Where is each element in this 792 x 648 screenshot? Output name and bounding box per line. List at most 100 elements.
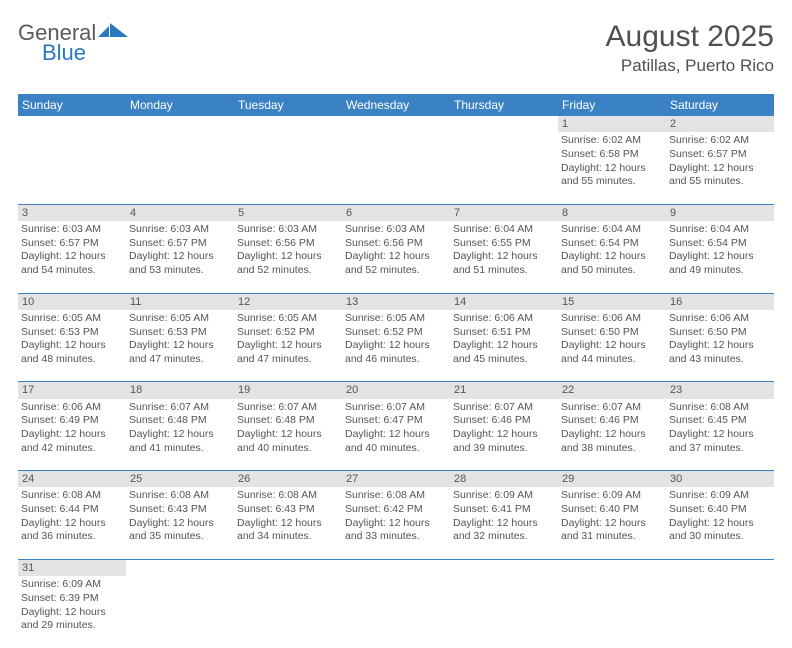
- day-cell: Sunrise: 6:03 AMSunset: 6:56 PMDaylight:…: [342, 221, 450, 293]
- day-cell: Sunrise: 6:04 AMSunset: 6:54 PMDaylight:…: [666, 221, 774, 293]
- content-row: Sunrise: 6:02 AMSunset: 6:58 PMDaylight:…: [18, 132, 774, 204]
- day-number-cell: 11: [126, 293, 234, 310]
- day-number-cell: 24: [18, 471, 126, 488]
- daynum-row: 12: [18, 116, 774, 132]
- location: Patillas, Puerto Rico: [606, 56, 774, 76]
- day-number-cell: 19: [234, 382, 342, 399]
- day-cell: [342, 576, 450, 648]
- day-cell: Sunrise: 6:06 AMSunset: 6:50 PMDaylight:…: [666, 310, 774, 382]
- day-cell: [234, 132, 342, 204]
- day-cell: Sunrise: 6:03 AMSunset: 6:57 PMDaylight:…: [18, 221, 126, 293]
- day-number-cell: [450, 116, 558, 132]
- daynum-row: 3456789: [18, 204, 774, 221]
- day-number-cell: 28: [450, 471, 558, 488]
- day-number-cell: 21: [450, 382, 558, 399]
- day-header: Monday: [126, 94, 234, 116]
- day-cell: Sunrise: 6:04 AMSunset: 6:54 PMDaylight:…: [558, 221, 666, 293]
- day-number-cell: [126, 116, 234, 132]
- day-cell: Sunrise: 6:09 AMSunset: 6:41 PMDaylight:…: [450, 487, 558, 559]
- day-header: Sunday: [18, 94, 126, 116]
- day-number-cell: 22: [558, 382, 666, 399]
- content-row: Sunrise: 6:09 AMSunset: 6:39 PMDaylight:…: [18, 576, 774, 648]
- daynum-row: 10111213141516: [18, 293, 774, 310]
- day-number-cell: 15: [558, 293, 666, 310]
- day-number-cell: 18: [126, 382, 234, 399]
- day-cell: Sunrise: 6:03 AMSunset: 6:56 PMDaylight:…: [234, 221, 342, 293]
- day-number-cell: 4: [126, 204, 234, 221]
- day-cell: Sunrise: 6:07 AMSunset: 6:46 PMDaylight:…: [450, 399, 558, 471]
- day-header: Saturday: [666, 94, 774, 116]
- daynum-row: 17181920212223: [18, 382, 774, 399]
- month-title: August 2025: [606, 20, 774, 54]
- day-number-cell: [450, 559, 558, 576]
- day-cell: Sunrise: 6:02 AMSunset: 6:58 PMDaylight:…: [558, 132, 666, 204]
- day-cell: Sunrise: 6:06 AMSunset: 6:51 PMDaylight:…: [450, 310, 558, 382]
- day-cell: Sunrise: 6:08 AMSunset: 6:44 PMDaylight:…: [18, 487, 126, 559]
- day-number-cell: [666, 559, 774, 576]
- day-number-cell: [342, 559, 450, 576]
- day-cell: [342, 132, 450, 204]
- day-number-cell: 12: [234, 293, 342, 310]
- day-cell: Sunrise: 6:02 AMSunset: 6:57 PMDaylight:…: [666, 132, 774, 204]
- day-cell: [126, 576, 234, 648]
- content-row: Sunrise: 6:05 AMSunset: 6:53 PMDaylight:…: [18, 310, 774, 382]
- day-cell: Sunrise: 6:08 AMSunset: 6:43 PMDaylight:…: [126, 487, 234, 559]
- logo-flag-icon: [98, 23, 128, 41]
- day-number-cell: 27: [342, 471, 450, 488]
- day-cell: Sunrise: 6:03 AMSunset: 6:57 PMDaylight:…: [126, 221, 234, 293]
- day-header: Thursday: [450, 94, 558, 116]
- title-block: August 2025 Patillas, Puerto Rico: [606, 20, 774, 76]
- day-header: Friday: [558, 94, 666, 116]
- logo-word-2: Blue: [42, 40, 128, 66]
- day-cell: Sunrise: 6:07 AMSunset: 6:48 PMDaylight:…: [126, 399, 234, 471]
- day-number-cell: [234, 116, 342, 132]
- day-cell: Sunrise: 6:05 AMSunset: 6:53 PMDaylight:…: [126, 310, 234, 382]
- day-number-cell: [342, 116, 450, 132]
- day-number-cell: 16: [666, 293, 774, 310]
- day-number-cell: 2: [666, 116, 774, 132]
- day-number-cell: 26: [234, 471, 342, 488]
- day-cell: Sunrise: 6:04 AMSunset: 6:55 PMDaylight:…: [450, 221, 558, 293]
- day-number-cell: 14: [450, 293, 558, 310]
- day-header: Tuesday: [234, 94, 342, 116]
- day-header: Wednesday: [342, 94, 450, 116]
- content-row: Sunrise: 6:08 AMSunset: 6:44 PMDaylight:…: [18, 487, 774, 559]
- day-number-cell: 10: [18, 293, 126, 310]
- day-cell: Sunrise: 6:09 AMSunset: 6:39 PMDaylight:…: [18, 576, 126, 648]
- day-cell: [126, 132, 234, 204]
- day-number-cell: 1: [558, 116, 666, 132]
- day-cell: [666, 576, 774, 648]
- day-cell: [450, 132, 558, 204]
- day-number-cell: [558, 559, 666, 576]
- day-cell: Sunrise: 6:06 AMSunset: 6:49 PMDaylight:…: [18, 399, 126, 471]
- content-row: Sunrise: 6:03 AMSunset: 6:57 PMDaylight:…: [18, 221, 774, 293]
- day-cell: [558, 576, 666, 648]
- day-cell: [450, 576, 558, 648]
- day-cell: Sunrise: 6:05 AMSunset: 6:53 PMDaylight:…: [18, 310, 126, 382]
- day-number-cell: 23: [666, 382, 774, 399]
- day-number-cell: 17: [18, 382, 126, 399]
- day-cell: Sunrise: 6:07 AMSunset: 6:47 PMDaylight:…: [342, 399, 450, 471]
- day-number-cell: 7: [450, 204, 558, 221]
- day-number-cell: 8: [558, 204, 666, 221]
- day-number-cell: 31: [18, 559, 126, 576]
- day-cell: Sunrise: 6:08 AMSunset: 6:42 PMDaylight:…: [342, 487, 450, 559]
- day-number-cell: [234, 559, 342, 576]
- day-cell: [234, 576, 342, 648]
- day-number-cell: 30: [666, 471, 774, 488]
- content-row: Sunrise: 6:06 AMSunset: 6:49 PMDaylight:…: [18, 399, 774, 471]
- day-cell: Sunrise: 6:05 AMSunset: 6:52 PMDaylight:…: [234, 310, 342, 382]
- day-number-cell: 9: [666, 204, 774, 221]
- day-header-row: Sunday Monday Tuesday Wednesday Thursday…: [18, 94, 774, 116]
- day-number-cell: 29: [558, 471, 666, 488]
- day-number-cell: 3: [18, 204, 126, 221]
- day-cell: [18, 132, 126, 204]
- day-number-cell: 13: [342, 293, 450, 310]
- day-number-cell: [126, 559, 234, 576]
- day-cell: Sunrise: 6:09 AMSunset: 6:40 PMDaylight:…: [558, 487, 666, 559]
- day-cell: Sunrise: 6:07 AMSunset: 6:48 PMDaylight:…: [234, 399, 342, 471]
- calendar: Sunday Monday Tuesday Wednesday Thursday…: [18, 94, 774, 648]
- day-cell: Sunrise: 6:08 AMSunset: 6:45 PMDaylight:…: [666, 399, 774, 471]
- day-number-cell: [18, 116, 126, 132]
- day-cell: Sunrise: 6:06 AMSunset: 6:50 PMDaylight:…: [558, 310, 666, 382]
